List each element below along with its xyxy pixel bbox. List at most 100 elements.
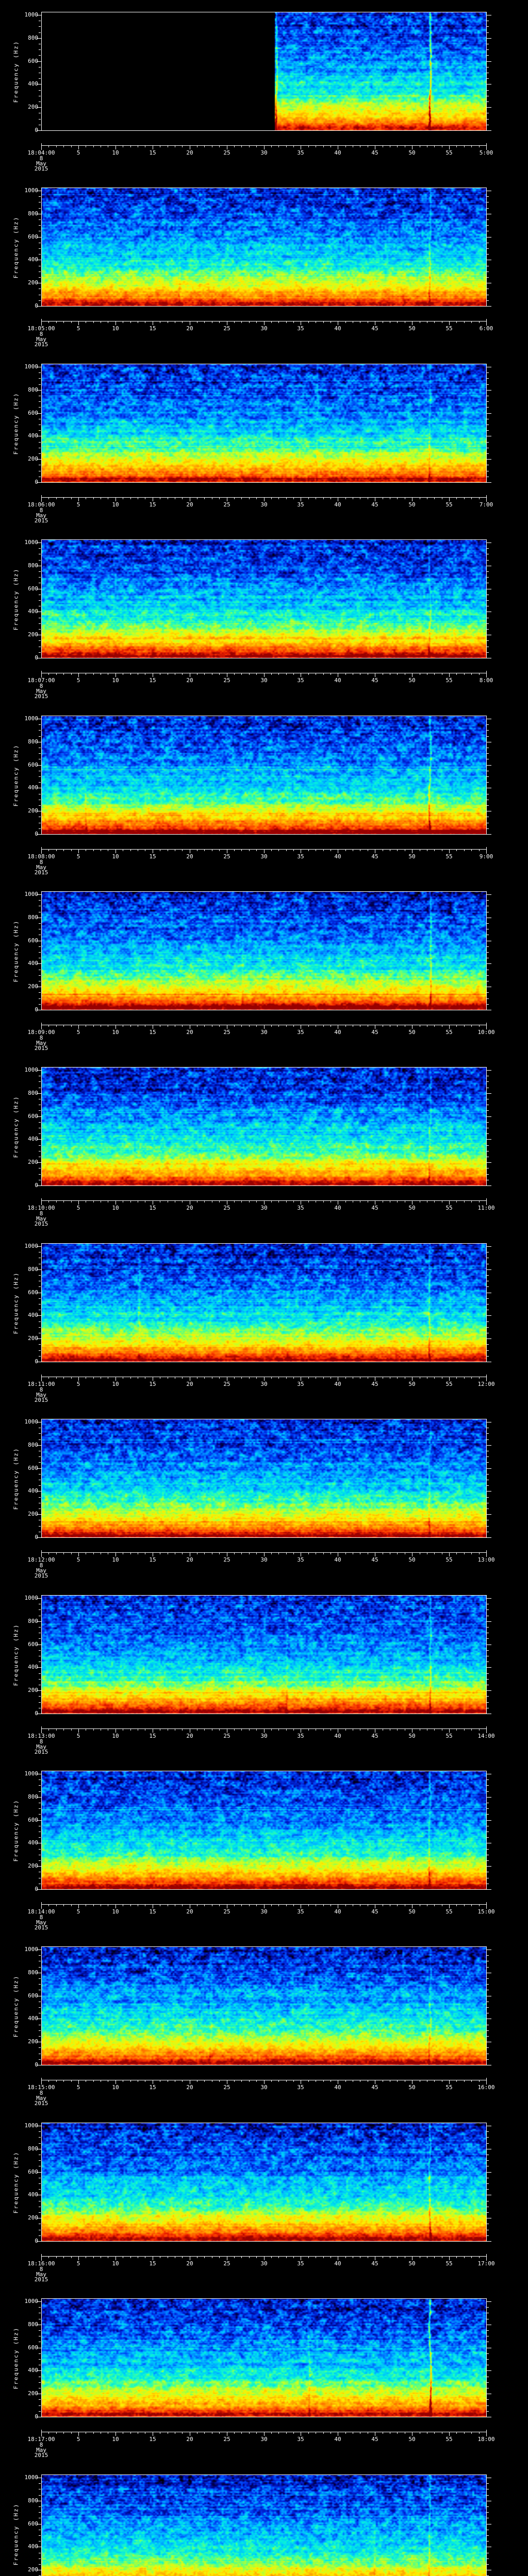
x-tick <box>397 1552 398 1554</box>
y-tick-right <box>487 900 489 901</box>
x-tick-label: 35 <box>297 2260 304 2267</box>
x-tick <box>449 145 450 149</box>
x-tick-label: 25 <box>223 149 230 156</box>
x-tick <box>271 1025 272 1027</box>
y-tick-right <box>487 1327 489 1328</box>
y-axis-title: Frequency (Hz) <box>12 2151 20 2214</box>
y-tick-left <box>37 413 41 414</box>
y-tick-left <box>39 600 41 601</box>
x-tick <box>264 2256 265 2260</box>
x-tick <box>479 1377 480 1379</box>
y-tick-right <box>487 571 489 572</box>
x-tick <box>219 849 220 851</box>
date-month-label: May <box>36 336 46 343</box>
x-tick-label: 50 <box>408 2260 416 2267</box>
x-tick <box>204 1377 205 1379</box>
x-tick <box>464 1904 465 1906</box>
x-tick <box>78 1025 79 1029</box>
x-tick <box>456 497 457 499</box>
y-axis-title: Frequency (Hz) <box>12 1623 20 1686</box>
x-tick <box>264 145 265 149</box>
x-tick <box>234 2256 235 2258</box>
x-tick-label: 25 <box>223 1556 230 1563</box>
x-tick <box>271 497 272 499</box>
x-tick <box>71 145 72 147</box>
x-tick-label: 15 <box>149 853 156 860</box>
y-tick-left <box>37 2172 41 2173</box>
x-tick <box>219 145 220 147</box>
x-tick <box>130 1377 131 1379</box>
x-tick-label: 45 <box>371 2436 378 2443</box>
x-tick <box>278 1728 279 1731</box>
x-tick <box>286 2432 287 2434</box>
x-tick <box>63 673 64 675</box>
y-tick-right <box>487 1702 489 1703</box>
x-tick <box>71 2080 72 2082</box>
plot-box <box>41 2475 487 2576</box>
y-tick-left <box>39 1356 41 1357</box>
y-tick-left <box>39 407 41 408</box>
y-tick-right <box>487 2405 489 2406</box>
date-day-label: 8 <box>39 331 43 337</box>
date-year-label: 2015 <box>34 1572 48 1579</box>
x-tick <box>56 1200 57 1202</box>
x-tick <box>63 849 64 851</box>
y-tick-right <box>487 306 491 307</box>
x-tick <box>241 2080 242 2082</box>
y-tick-left <box>39 1526 41 1527</box>
y-tick-left <box>39 736 41 737</box>
y-tick-label: 200 <box>28 1511 38 1517</box>
y-tick-left <box>37 130 41 131</box>
x-tick <box>278 145 279 147</box>
x-end-time-label: 10:00 <box>477 1029 495 1036</box>
y-tick-right <box>487 459 491 460</box>
y-tick-right <box>487 1791 489 1792</box>
y-tick-left <box>39 1650 41 1651</box>
x-tick-label: 40 <box>334 501 341 508</box>
y-tick-right <box>487 1814 489 1815</box>
x-tick-label: 5 <box>76 2084 80 2091</box>
x-tick <box>182 1025 183 1027</box>
x-start-time-label: 18:13:00 <box>27 1733 55 1739</box>
x-tick-label: 30 <box>260 1556 268 1563</box>
x-start-time-label: 18:08:00 <box>27 853 55 860</box>
x-tick <box>249 849 250 851</box>
y-tick-right <box>487 1122 489 1123</box>
x-tick-label: 25 <box>223 1733 230 1739</box>
x-tick <box>471 497 472 499</box>
x-tick <box>48 2256 49 2258</box>
x-tick <box>241 145 242 147</box>
x-tick-label: 20 <box>186 325 193 332</box>
x-tick <box>93 497 94 499</box>
x-tick <box>449 2432 450 2436</box>
x-tick-label: 30 <box>260 2436 268 2443</box>
x-tick-label: 15 <box>149 1733 156 1739</box>
x-tick-label: 40 <box>334 1733 341 1739</box>
x-tick-label: 55 <box>446 2084 453 2091</box>
x-tick-label: 10 <box>112 325 119 332</box>
x-tick <box>63 1728 64 1731</box>
x-tick <box>278 2432 279 2434</box>
x-tick <box>471 1728 472 1731</box>
x-tick-label: 40 <box>334 1908 341 1915</box>
y-tick-left <box>39 2137 41 2138</box>
y-tick-right <box>487 119 489 120</box>
y-tick-left <box>39 26 41 27</box>
y-tick-right <box>487 2235 489 2236</box>
date-day-label: 8 <box>39 2090 43 2096</box>
y-tick-right <box>487 2030 489 2031</box>
x-tick-label: 5 <box>76 1908 80 1915</box>
y-tick-right <box>487 1344 489 1345</box>
x-tick <box>219 2256 220 2258</box>
x-tick <box>41 2430 42 2436</box>
x-tick-label: 40 <box>334 1381 341 1387</box>
y-tick-left <box>37 2241 41 2242</box>
y-tick-left <box>39 1627 41 1628</box>
x-tick <box>56 2432 57 2434</box>
y-axis-title: Frequency (Hz) <box>12 40 20 103</box>
x-start-time-label: 18:06:00 <box>27 501 55 508</box>
y-tick-right <box>487 2411 489 2412</box>
x-tick <box>130 673 131 675</box>
y-tick-label: 1000 <box>24 1770 39 1777</box>
